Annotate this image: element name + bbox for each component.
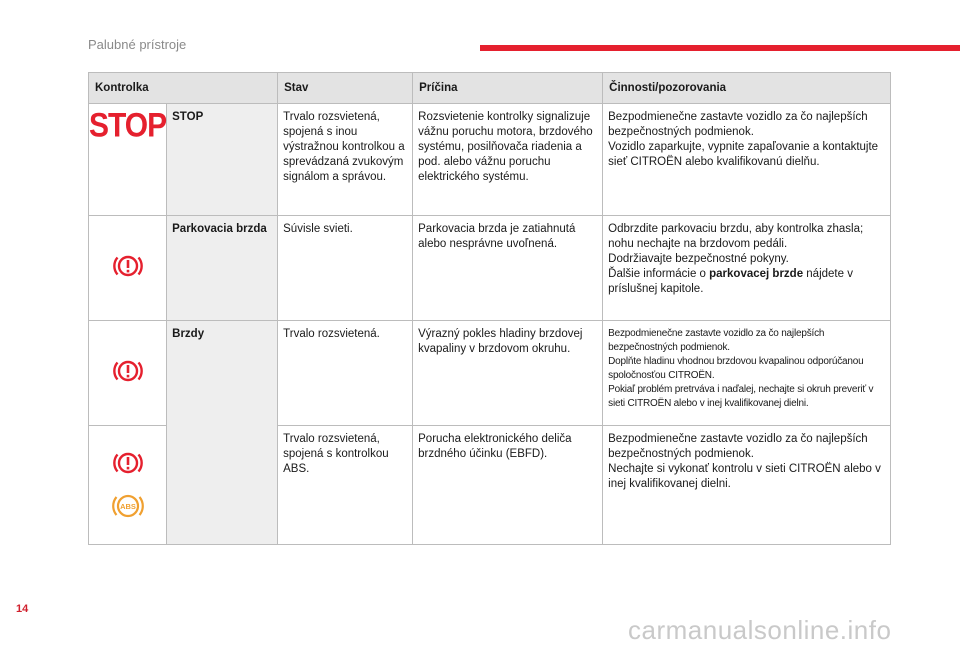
cause-cell: Rozsvietenie kontrolky signalizuje vážnu… bbox=[412, 103, 604, 216]
table-row: Brzdy Trvalo rozsvietená. Výrazný pokles… bbox=[87, 320, 891, 545]
abs-icon-label: ABS bbox=[120, 502, 136, 511]
header-accent-bar bbox=[480, 45, 960, 51]
page-number: 14 bbox=[16, 603, 29, 615]
brake-warning-icon bbox=[112, 452, 143, 474]
column-header-stav: Stav bbox=[277, 72, 414, 104]
brake-warning-icon bbox=[112, 360, 143, 381]
action-line: Nechajte si vykonať kontrolu v sieti CIT… bbox=[608, 463, 881, 490]
table-row: Parkovacia brzda Súvisle svieti. Parkova… bbox=[87, 215, 891, 321]
watermark: carmanualsonline.info bbox=[628, 615, 892, 645]
table-header-row: Kontrolka Stav Príčina Činnosti/pozorova… bbox=[87, 72, 891, 104]
action-reference: Ďalšie informácie o parkovacej brzde náj… bbox=[608, 268, 853, 295]
action-line: Dodržiavajte bezpečnostné pokyny. bbox=[608, 253, 789, 265]
state-cell: Súvisle svieti. bbox=[277, 215, 414, 321]
table-row: STOP STOP Trvalo rozsvietená, spojená s … bbox=[87, 103, 891, 216]
icon-cell: ABS bbox=[87, 425, 168, 545]
action-line: Bezpodmienečne zastavte vozidlo za čo na… bbox=[608, 111, 868, 138]
state-cell: Trvalo rozsvietená, spojená s inou výstr… bbox=[277, 103, 414, 216]
action-line: Bezpodmienečne zastavte vozidlo za čo na… bbox=[608, 433, 868, 460]
action-line: Doplňte hladinu vhodnou brzdovou kvapali… bbox=[608, 356, 864, 381]
column-header-cinnosti: Činnosti/pozorovania bbox=[602, 72, 891, 104]
chapter-reference: parkovacej brzde bbox=[709, 268, 804, 280]
warning-lights-table: Kontrolka Stav Príčina Činnosti/pozorova… bbox=[87, 72, 891, 545]
action-cell: Odbrzdite parkovaciu brzdu, aby kontrolk… bbox=[602, 215, 891, 321]
light-name: Brzdy bbox=[166, 320, 279, 545]
state-cell: Trvalo rozsvietená. bbox=[277, 320, 414, 426]
cause-cell: Výrazný pokles hladiny brzdovej kvapalin… bbox=[412, 320, 604, 426]
cause-cell: Parkovacia brzda je zatiahnutá alebo nes… bbox=[412, 215, 604, 321]
action-line: Bezpodmienečne zastavte vozidlo za čo na… bbox=[608, 328, 825, 353]
action-line: Pokiaľ problém pretrváva i naďalej, nech… bbox=[608, 384, 874, 409]
icon-cell bbox=[87, 320, 168, 426]
column-header-pricina: Príčina bbox=[412, 72, 604, 104]
light-name: STOP bbox=[166, 103, 279, 216]
action-line: Vozidlo zaparkujte, vypnite zapaľovanie … bbox=[608, 141, 879, 168]
stop-icon: STOP bbox=[89, 106, 167, 145]
brake-warning-icon bbox=[112, 255, 143, 276]
cause-cell: Porucha elektronického deliča brzdného ú… bbox=[412, 425, 604, 545]
action-line: Odbrzdite parkovaciu brzdu, aby kontrolk… bbox=[608, 223, 864, 250]
action-cell: Bezpodmienečne zastavte vozidlo za čo na… bbox=[602, 320, 891, 426]
section-title: Palubné prístroje bbox=[88, 37, 187, 52]
abs-icon: ABS bbox=[111, 494, 144, 518]
table-row: ABS Trvalo rozsvietená, spojená s kontro… bbox=[87, 425, 891, 545]
column-header-kontrolka: Kontrolka bbox=[87, 72, 279, 104]
action-cell: Bezpodmienečne zastavte vozidlo za čo na… bbox=[602, 425, 891, 545]
icon-cell bbox=[87, 215, 168, 321]
icon-cell: STOP bbox=[87, 103, 167, 216]
light-name: Parkovacia brzda bbox=[166, 215, 279, 321]
state-cell: Trvalo rozsvietená, spojená s kontrolkou… bbox=[277, 425, 414, 545]
action-cell: Bezpodmienečne zastavte vozidlo za čo na… bbox=[602, 103, 891, 216]
